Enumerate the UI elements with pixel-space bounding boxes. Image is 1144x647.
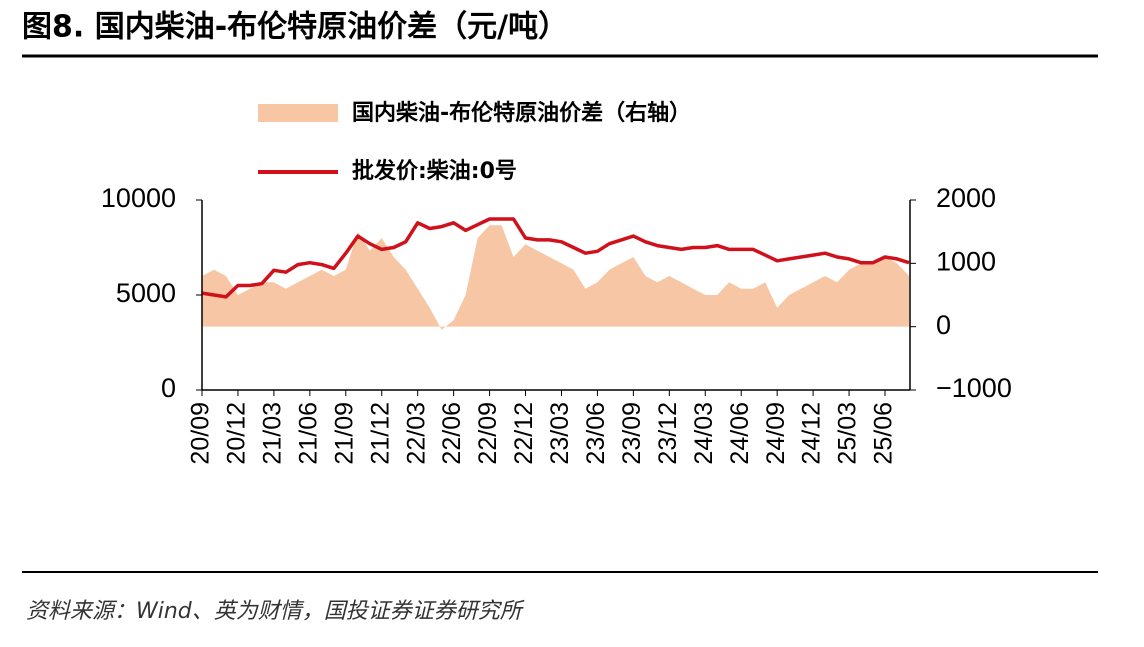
x-tick-label: 23/03 (546, 402, 574, 465)
chart-title: 图8. 国内柴油-布伦特原油价差（元/吨） (22, 10, 568, 45)
x-tick-label: 25/03 (834, 402, 862, 465)
x-tick-label: 20/12 (223, 402, 251, 465)
x-tick-label: 21/06 (294, 402, 322, 465)
x-tick-label: 22/03 (402, 402, 430, 465)
legend-swatch (258, 104, 338, 122)
x-tick-label: 25/06 (870, 402, 898, 465)
y-tick-label: 10000 (101, 183, 176, 213)
x-tick-label: 20/09 (187, 402, 215, 465)
legend-label: 批发价:柴油:0号 (352, 158, 517, 184)
area (202, 225, 909, 330)
x-tick-label: 23/12 (654, 402, 682, 465)
x-tick-label: 23/09 (618, 402, 646, 465)
x-tick-label: 21/03 (259, 402, 287, 465)
x-tick-label: 24/12 (798, 402, 826, 465)
x-tick-label: 24/06 (726, 402, 754, 465)
x-tick-label: 22/12 (510, 402, 538, 465)
y-tick-label: 5000 (116, 278, 176, 308)
y2-tick-label: −1000 (936, 373, 1012, 403)
y2-tick-label: 0 (936, 310, 951, 340)
x-tick-label: 21/12 (366, 402, 394, 465)
x-tick-label: 24/03 (690, 402, 718, 465)
line (201, 217, 910, 299)
x-tick-label: 24/09 (762, 402, 790, 465)
source: 资料来源：Wind、英为财情，国投证券证券研究所 (26, 599, 525, 624)
x-tick-label: 21/09 (330, 402, 358, 465)
y2-tick-label: 1000 (936, 246, 996, 276)
x-tick-label: 23/06 (582, 402, 610, 465)
legend-label: 国内柴油-布伦特原油价差（右轴） (352, 100, 691, 126)
x-tick-label: 22/09 (474, 402, 502, 465)
y-tick-label: 0 (161, 373, 176, 403)
x-tick-label: 22/06 (438, 402, 466, 465)
y2-tick-label: 2000 (936, 183, 996, 213)
